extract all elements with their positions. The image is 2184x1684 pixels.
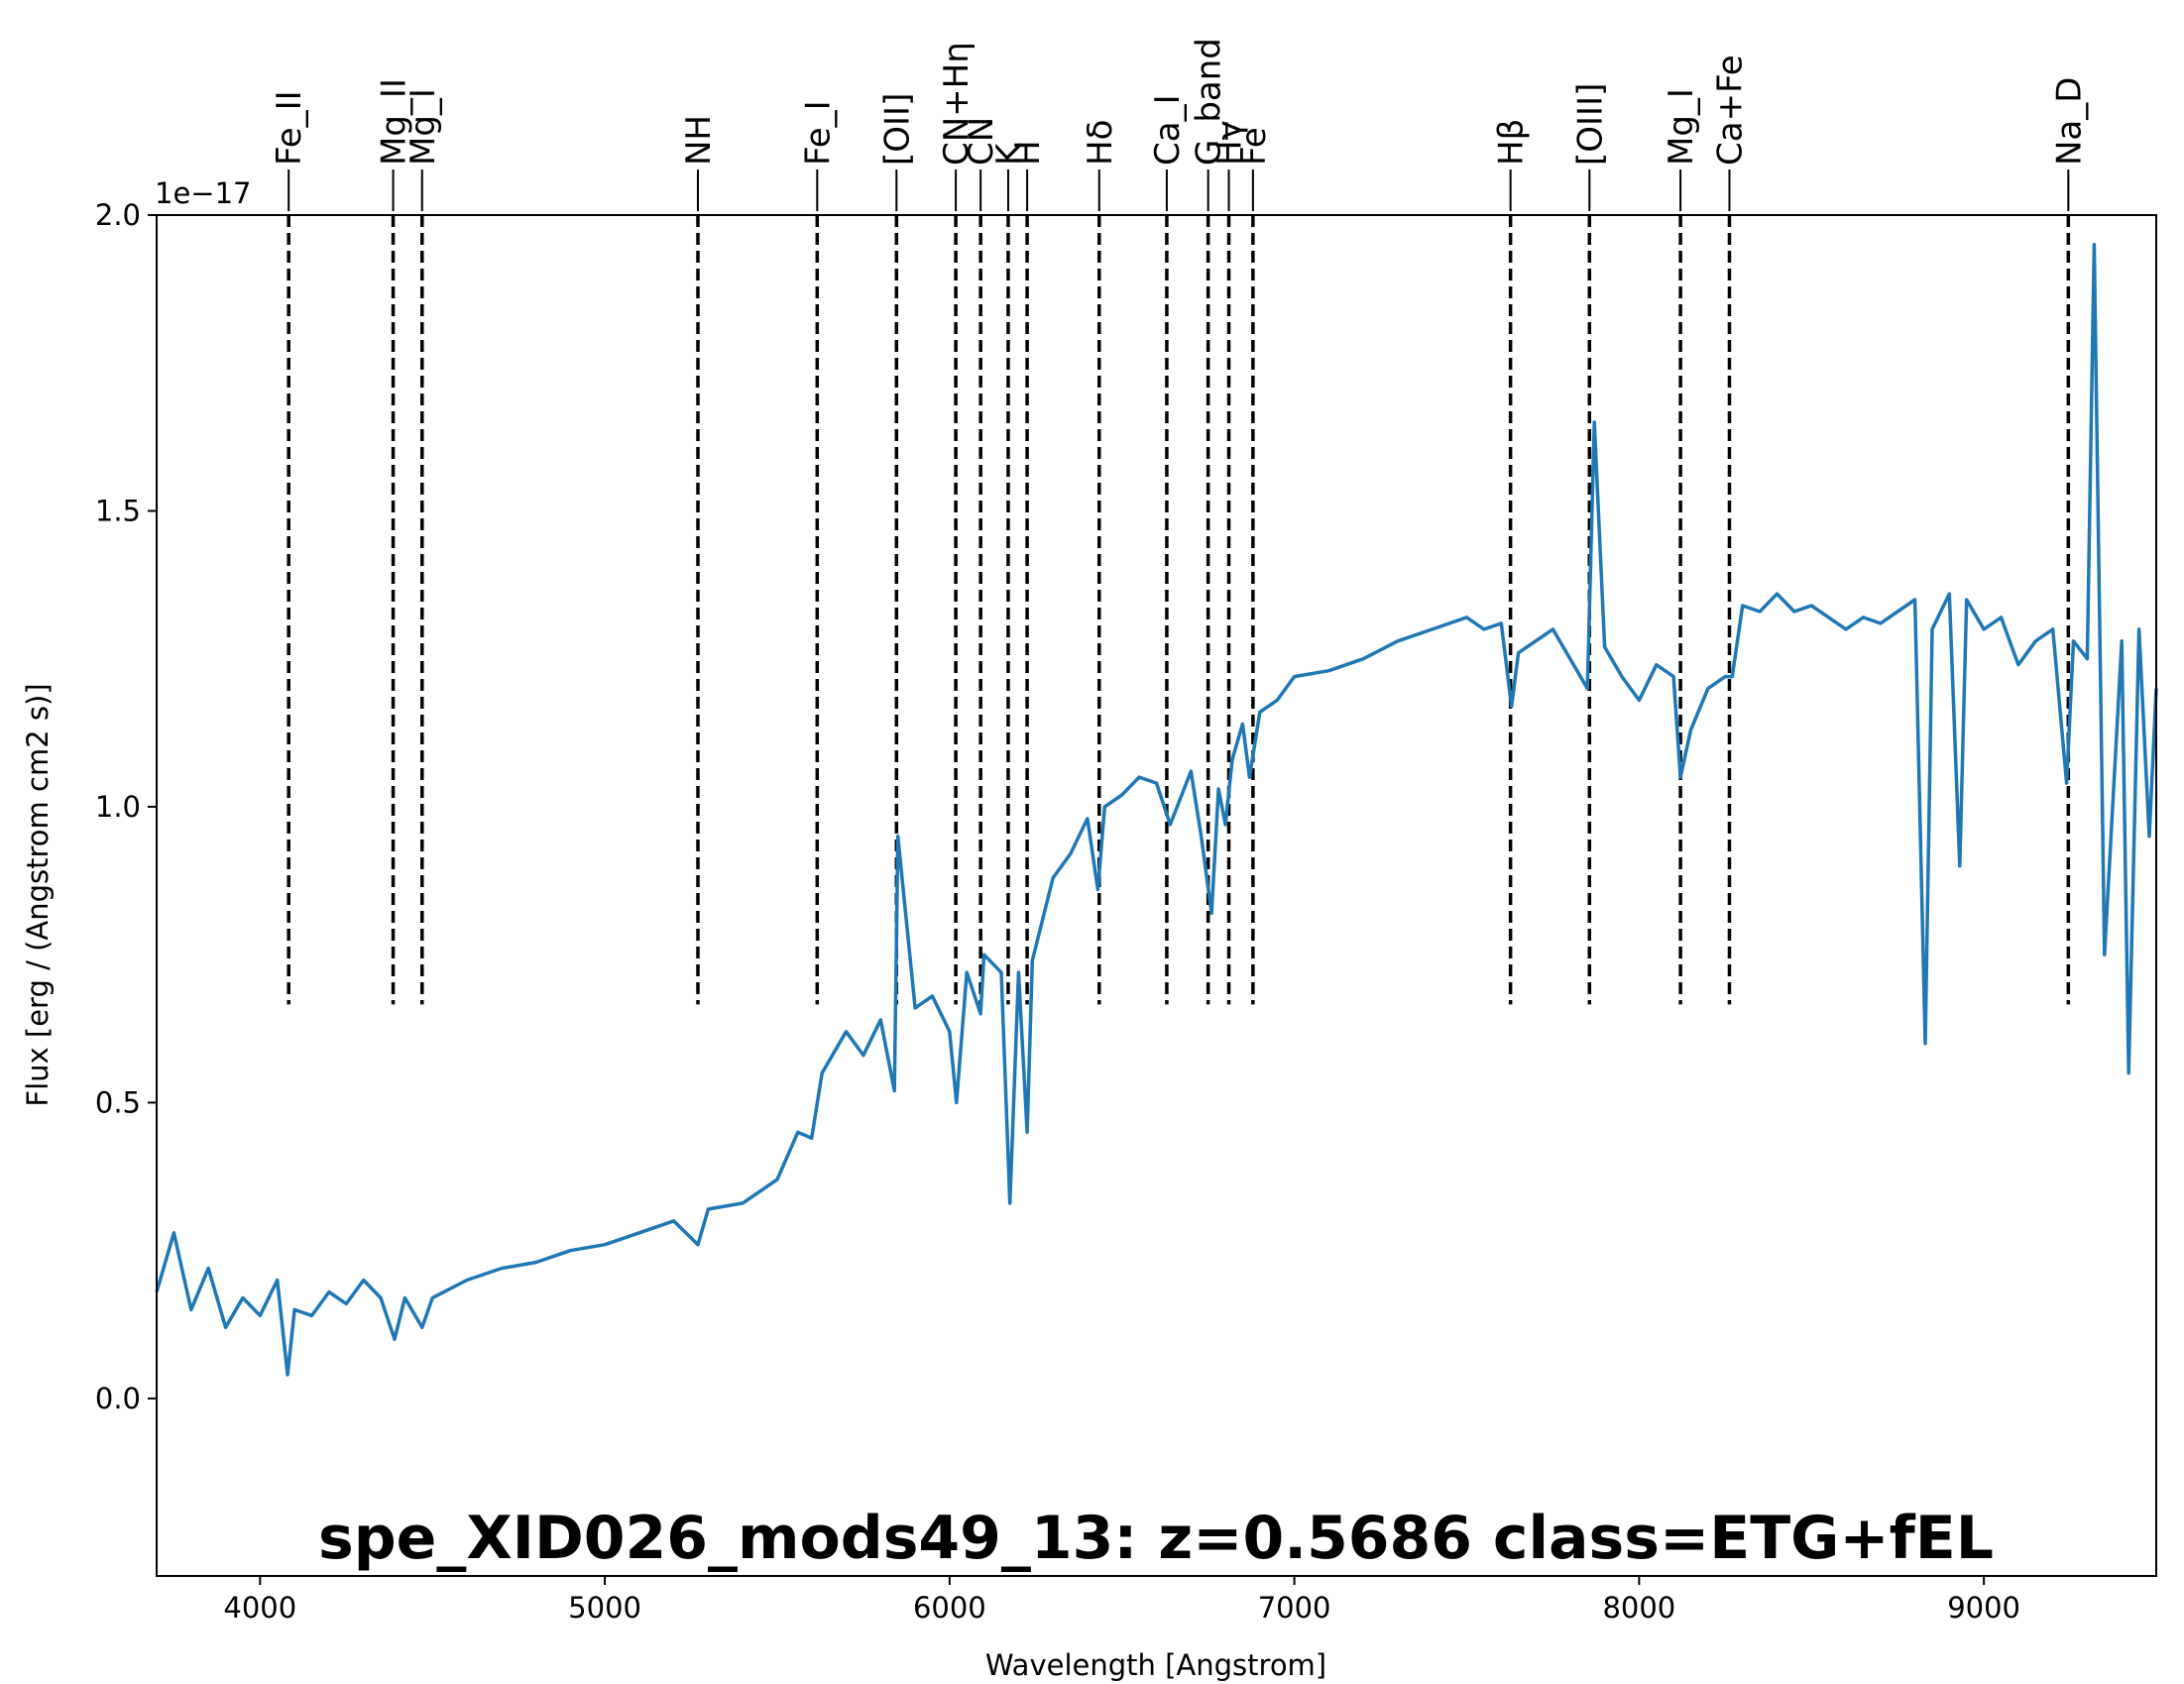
spectral-line-label: CN+Hη: [937, 42, 977, 166]
spectral-line-label: Hγ: [1210, 120, 1250, 166]
spectral-line-label: Mg_I: [403, 88, 443, 166]
spectral-line-label: NH: [679, 115, 719, 166]
spectral-line-label: Mg_I: [1662, 88, 1701, 166]
x-tick-label: 4000: [223, 1591, 296, 1625]
x-tick-label: 9000: [1947, 1591, 2020, 1625]
spectral-line-label: Hβ: [1492, 119, 1532, 166]
plot-frame: [156, 214, 2157, 1577]
spectrum-annotation: spe_XID026_mods49_13: z=0.5686 class=ETG…: [318, 1504, 1994, 1573]
spectral-line-label: CN: [962, 117, 1001, 166]
y-tick-label: 1.0: [95, 790, 141, 824]
y-axis-ticks: 0.0 0.5 1.0 1.5 2.0: [95, 198, 157, 1415]
spectral-line-label: Na_D: [2049, 77, 2089, 166]
spectral-line-label: [OII]: [877, 93, 917, 166]
x-tick-label: 8000: [1602, 1591, 1675, 1625]
x-axis-ticks: 4000 5000 6000 7000 8000 9000: [223, 1576, 2020, 1625]
y-axis-offset-label: 1e−17: [155, 176, 252, 210]
y-axis-title: Flux [erg / (Angstrom cm2 s)]: [21, 683, 55, 1106]
spectral-line-label: Mg_II: [375, 78, 414, 166]
x-tick-label: 7000: [1258, 1591, 1331, 1625]
spectral-line-label: H: [1008, 140, 1048, 166]
x-tick-label: 5000: [568, 1591, 641, 1625]
spectral-line-label: Fe_II: [270, 90, 309, 166]
spectral-line-label: K: [989, 142, 1029, 166]
x-axis-title: Wavelength [Angstrom]: [985, 1648, 1326, 1682]
spectral-line-label: [OIII]: [1570, 83, 1610, 166]
x-tick-label: 6000: [913, 1591, 986, 1625]
spectrum-line: [155, 243, 2158, 1377]
spectral-line-label: Hδ: [1081, 120, 1120, 166]
y-tick-label: 0.5: [95, 1085, 141, 1119]
y-tick-label: 1.5: [95, 494, 141, 527]
y-tick-label: 2.0: [95, 198, 141, 232]
spectrum-series: [155, 243, 2158, 1377]
spectral-line-label: Fe: [1234, 127, 1274, 166]
spectral-line-label: G_band: [1190, 38, 1229, 166]
y-tick-label: 0.0: [95, 1382, 141, 1415]
spectral-line-label: Ca_I: [1148, 94, 1188, 166]
spectral-line-label: Fe_I: [798, 100, 838, 166]
spectral-line-label: Ca+Fe: [1711, 55, 1751, 166]
